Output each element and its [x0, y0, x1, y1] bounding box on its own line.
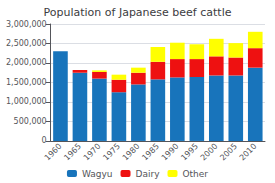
svg-text:Population of Japanese beef ca: Population of Japanese beef cattle — [44, 6, 232, 19]
svg-text:1,000,000: 1,000,000 — [6, 97, 47, 106]
svg-text:1980: 1980 — [121, 142, 142, 163]
svg-text:Wagyu: Wagyu — [82, 169, 113, 179]
svg-text:500,000: 500,000 — [14, 117, 47, 126]
svg-text:1965: 1965 — [62, 142, 83, 163]
svg-text:1995: 1995 — [179, 142, 200, 163]
svg-text:2000: 2000 — [199, 142, 220, 163]
svg-text:2005: 2005 — [218, 142, 239, 163]
svg-text:Dairy: Dairy — [136, 169, 161, 179]
svg-text:0: 0 — [42, 136, 47, 145]
svg-text:1970: 1970 — [82, 142, 103, 163]
svg-text:2,500,000: 2,500,000 — [6, 39, 47, 48]
svg-text:2,000,000: 2,000,000 — [6, 58, 47, 67]
svg-text:1990: 1990 — [160, 142, 181, 163]
svg-text:1985: 1985 — [140, 142, 161, 163]
svg-text:1960: 1960 — [43, 142, 64, 163]
svg-text:3,000,000: 3,000,000 — [6, 20, 47, 29]
svg-text:Other: Other — [182, 169, 208, 179]
svg-text:1,500,000: 1,500,000 — [6, 78, 47, 87]
svg-text:2010: 2010 — [238, 142, 259, 163]
svg-text:1975: 1975 — [101, 142, 122, 163]
